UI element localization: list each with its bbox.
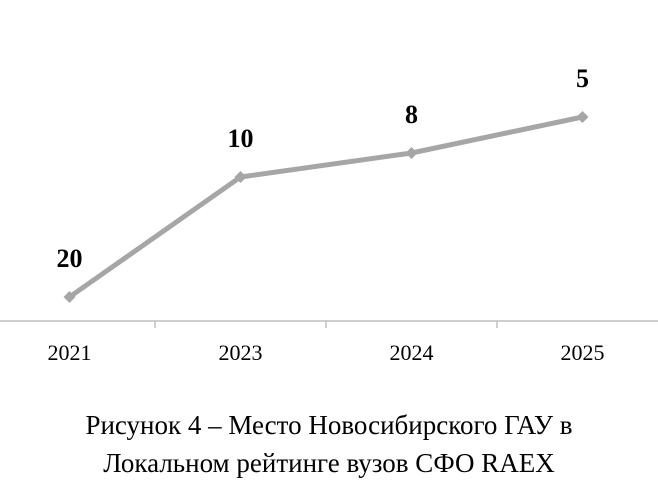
x-tick-label: 2023	[219, 340, 263, 365]
marker	[234, 171, 247, 183]
caption-line: Рисунок 4 – Место Новосибирского ГАУ в	[85, 410, 572, 440]
line	[68, 114, 584, 300]
marker	[576, 111, 589, 123]
data-label: 20	[57, 244, 83, 273]
marker	[63, 291, 76, 303]
x-tick-label: 2025	[561, 340, 605, 365]
marker	[405, 147, 418, 159]
x-tick-label: 2021	[48, 340, 92, 365]
x-tick-label: 2024	[390, 340, 434, 365]
data-label: 8	[405, 100, 418, 129]
data-label: 5	[576, 64, 589, 93]
caption-line: Локальном рейтинге вузов СФО RAEX	[103, 448, 555, 478]
data-label: 10	[228, 124, 254, 153]
